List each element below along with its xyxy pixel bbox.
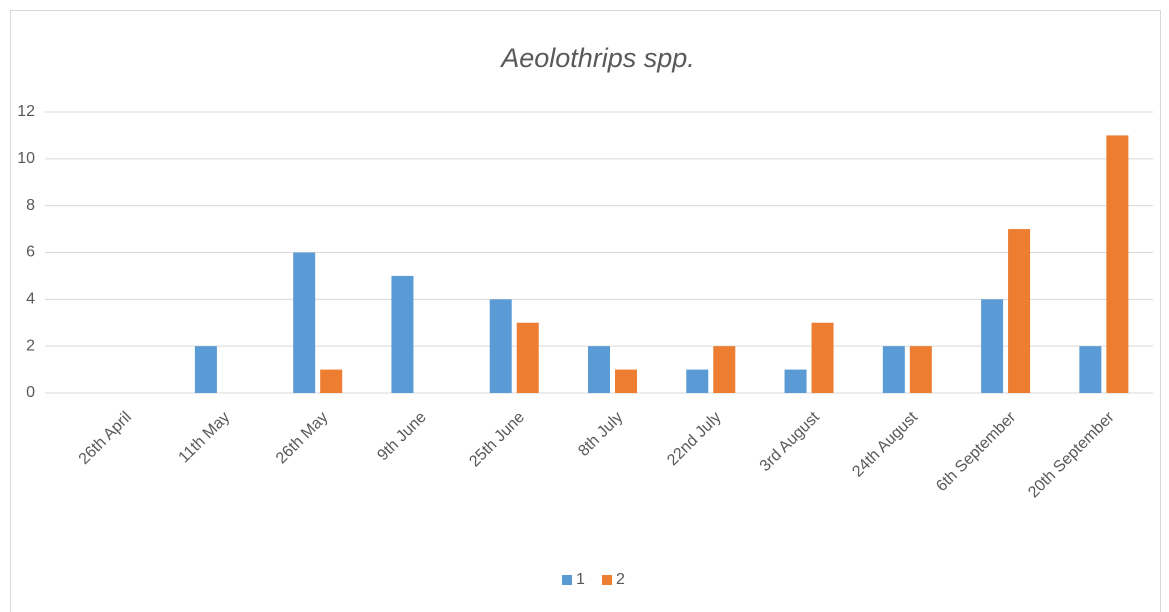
y-tick-label: 2: [26, 337, 35, 354]
bar: [194, 346, 217, 393]
chart-border: [10, 10, 1161, 612]
chart-title: Aeolothrips spp.: [499, 43, 695, 73]
y-tick-label: 0: [26, 384, 35, 401]
y-tick-label: 6: [26, 244, 35, 261]
bar: [588, 346, 610, 393]
bar: [516, 322, 539, 393]
legend-swatch: [602, 575, 612, 585]
legend-swatch: [562, 575, 572, 585]
bar: [909, 346, 932, 393]
bar: [320, 369, 343, 393]
bar: [686, 369, 709, 393]
y-tick-label: 10: [17, 150, 35, 167]
bar: [293, 252, 316, 393]
bar: [713, 346, 736, 393]
bar: [784, 369, 807, 393]
bar: [1008, 229, 1031, 393]
bar: [1079, 346, 1102, 393]
legend-label: 2: [616, 571, 625, 588]
legend-label: 1: [576, 571, 585, 588]
bar: [981, 299, 1004, 393]
bar: [615, 369, 637, 393]
bar: [489, 299, 512, 393]
bar: [882, 346, 905, 393]
bar: [1106, 135, 1129, 393]
bar: [391, 275, 414, 393]
y-tick-label: 8: [26, 197, 35, 214]
y-tick-label: 12: [17, 103, 35, 120]
y-tick-label: 4: [26, 291, 35, 308]
bar: [811, 322, 834, 393]
